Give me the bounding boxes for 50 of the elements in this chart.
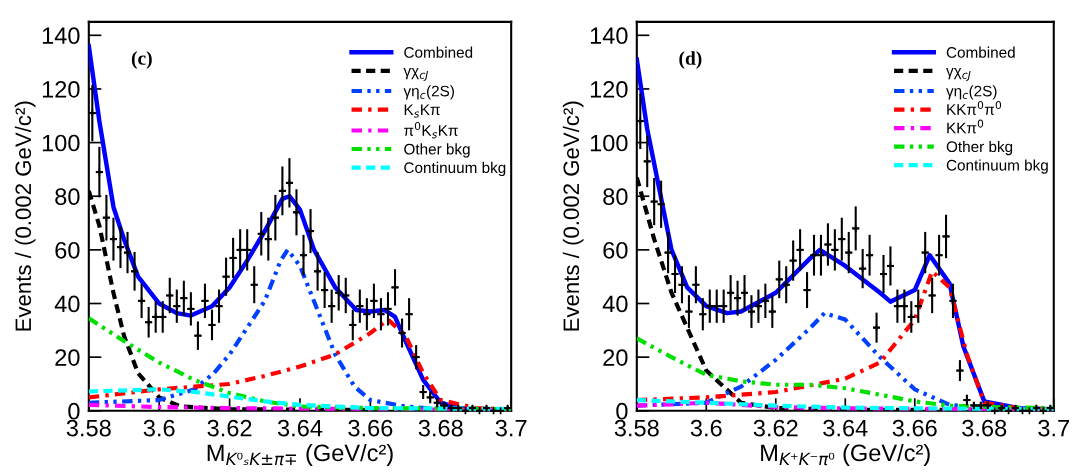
legend-label: γχ$_{cJ}$ xyxy=(946,67,971,81)
x-tick-label: 3.66 xyxy=(892,419,937,437)
legend-label: γχ$_{cJ}$ xyxy=(403,67,429,81)
y-tick-label: 120 xyxy=(42,81,80,98)
legend-label: γη$_{c}$(2S) xyxy=(946,85,997,100)
y-tick-label: 100 xyxy=(42,134,80,152)
legend-label: KKπ$^{0}$ xyxy=(947,119,984,134)
x-tick-label: 3.6 xyxy=(143,419,175,437)
y-tick-label: 140 xyxy=(42,27,80,45)
legend-label: Other bkg xyxy=(946,140,1013,156)
x-axis-title: M$_{K⁰ₛK±π∓}$ (GeV/c²) xyxy=(207,443,393,466)
y-tick-label: 60 xyxy=(55,241,80,259)
y-axis-title: Events / (0.002 GeV/c²) xyxy=(14,101,36,331)
y-tick-label: 100 xyxy=(590,134,628,152)
y-axis-title: Events / (0.002 GeV/c²) xyxy=(562,101,584,331)
y-tick-label: 20 xyxy=(55,349,80,366)
y-tick-label: 120 xyxy=(590,81,628,98)
x-tick-label: 3.58 xyxy=(614,419,659,437)
y-tick-label: 40 xyxy=(54,295,80,313)
legend-label: Other bkg xyxy=(404,143,470,158)
y-tick-label: 80 xyxy=(55,188,80,206)
y-tick-label: 40 xyxy=(602,295,628,313)
x-tick-label: 3.7 xyxy=(1038,419,1069,437)
x-tick-label: 3.62 xyxy=(207,419,252,437)
legend-label: Continuum bkg xyxy=(946,159,1048,174)
y-tick-label: 140 xyxy=(590,27,628,45)
y-tick-label: 0 xyxy=(616,402,628,420)
x-tick-label: 3.68 xyxy=(962,419,1007,437)
annotation: (c) xyxy=(131,51,152,69)
y-tick-label: 80 xyxy=(603,188,628,206)
legend-label: π$^{0}$K$_{s}$Kπ xyxy=(404,121,458,139)
legend-label: KKπ$^{0}$π$^{0}$ xyxy=(947,101,1002,115)
legend-label: Combined xyxy=(946,46,1015,58)
legend-label: Combined xyxy=(404,46,473,58)
x-tick-label: 3.6 xyxy=(690,419,722,437)
y-tick-label: 20 xyxy=(603,349,628,366)
x-tick-label: 3.62 xyxy=(753,419,798,437)
legend-label: γη$_{c}$(2S) xyxy=(403,85,454,100)
legend-label: Continuum bkg xyxy=(404,161,506,177)
legend-label: K$_{s}$Kπ xyxy=(404,104,440,118)
x-tick-label: 3.64 xyxy=(277,419,323,437)
x-tick-label: 3.7 xyxy=(495,419,527,437)
x-tick-label: 3.68 xyxy=(418,419,463,437)
x-tick-label: 3.66 xyxy=(348,419,393,437)
y-tick-label: 0 xyxy=(68,402,80,420)
x-tick-label: 3.64 xyxy=(823,419,868,437)
x-axis-title: M$_{K⁺K⁻π⁰}$ (GeV/c²) xyxy=(761,443,930,466)
x-tick-label: 3.58 xyxy=(66,419,111,437)
annotation: (d) xyxy=(679,51,702,69)
y-tick-label: 60 xyxy=(603,241,628,259)
